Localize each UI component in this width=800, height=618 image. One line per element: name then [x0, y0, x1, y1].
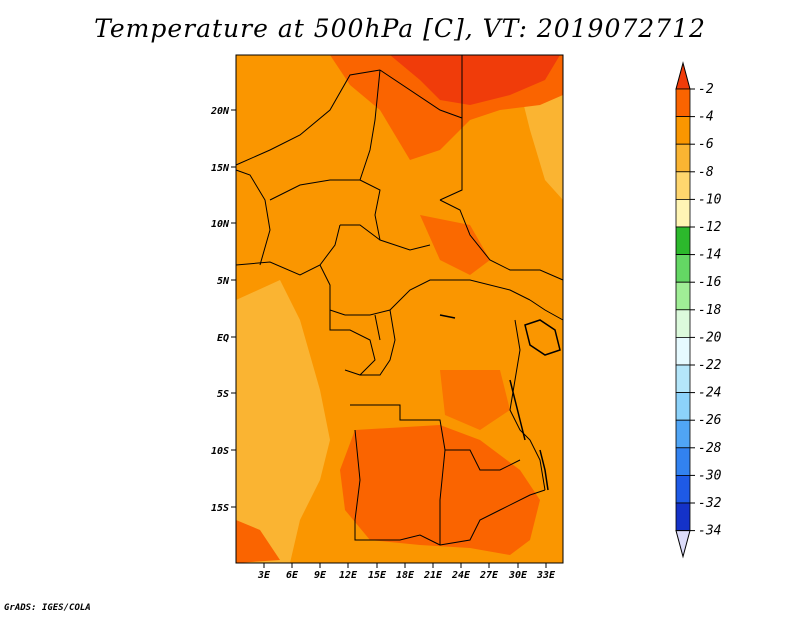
lon-tick: 24E	[451, 563, 471, 581]
lon-tick-label: 30E	[508, 570, 528, 581]
colorbar-label: -10	[698, 192, 722, 207]
contour-warm-south	[340, 425, 540, 555]
colorbar-bottom-arrow	[675, 530, 691, 559]
lat-tick: 10N	[211, 219, 236, 230]
colorbar-label: -12	[698, 220, 722, 235]
lakes	[439, 314, 561, 491]
colorbar-label: -6	[698, 137, 714, 152]
contour-light-sw	[236, 440, 270, 545]
lon-tick: 27E	[479, 563, 499, 581]
lon-tick-label: 6E	[286, 570, 299, 581]
contour-warm-lakes	[440, 370, 510, 430]
lat-tick: 20N	[210, 106, 236, 117]
map-frame	[235, 54, 564, 564]
contour-light-east	[520, 80, 563, 200]
colorbar-label: -8	[698, 165, 714, 180]
country-borders	[235, 55, 564, 546]
lat-tick: 10S	[211, 446, 236, 457]
colorbar-swatch	[675, 198, 691, 228]
lon-tick: 12E	[339, 563, 358, 581]
colorbar-swatch	[675, 474, 691, 504]
lat-tick: 15S	[211, 503, 236, 514]
colorbar-swatch	[675, 143, 691, 173]
contour-warm-sw	[236, 520, 280, 563]
colorbar-label: -28	[698, 441, 722, 456]
lat-tick-label: EQ	[217, 333, 229, 344]
lat-tick-label: 15N	[211, 163, 230, 174]
lon-tick-label: 3E	[257, 570, 271, 581]
lat-tick: 5N	[217, 276, 236, 287]
colorbar-label: -2	[698, 82, 714, 97]
colorbar-swatch	[675, 171, 691, 200]
lon-tick-label: 27E	[479, 570, 499, 581]
lon-tick: 15E	[368, 563, 387, 581]
colorbar-swatch	[675, 419, 691, 449]
lon-tick: 9E	[314, 563, 327, 581]
colorbar-label: -22	[698, 358, 722, 373]
map-title: Temperature at 500hPa [C], VT: 201907271…	[94, 14, 706, 43]
lat-axis: 20N 15N 10N 5N EQ 5S 10S 15S	[210, 106, 236, 514]
colorbar-label: -24	[698, 386, 721, 401]
lon-tick: 33E	[536, 563, 556, 581]
colorbar-label: -18	[698, 303, 722, 318]
colorbar-label: -32	[698, 496, 722, 511]
lon-tick: 18E	[396, 563, 415, 581]
map-plot	[235, 54, 564, 564]
lon-tick: 21E	[423, 563, 443, 581]
footer-credit: GrADS: IGES/COLA	[4, 603, 91, 613]
lat-tick: 5S	[217, 389, 236, 400]
lon-tick-label: 12E	[339, 570, 358, 581]
lon-tick: 30E	[508, 563, 528, 581]
colorbar-label: -20	[698, 330, 722, 345]
lat-tick-label: 5S	[217, 389, 229, 400]
lat-tick: 15N	[211, 163, 236, 174]
lon-axis: 3E 6E 9E 12E 15E 18E 21E 24E 27E 30E 33E	[257, 563, 556, 581]
lon-tick-label: 18E	[396, 570, 415, 581]
lat-tick-label: 10S	[211, 446, 229, 457]
lon-tick-label: 9E	[314, 570, 327, 581]
colorbar-label: -14	[698, 248, 721, 263]
contour-hot-north	[390, 55, 560, 105]
colorbar-swatch	[675, 364, 691, 394]
colorbar-label: -16	[698, 275, 722, 290]
colorbar: -2 -4 -6 -8 -10 -12 -14 -16 -18 -20 -22 -24 -26 -28 -3…	[675, 61, 722, 559]
colorbar-swatch	[675, 88, 691, 118]
colorbar-swatch	[675, 502, 691, 532]
lon-tick-label: 21E	[423, 570, 443, 581]
colorbar-swatch	[675, 392, 691, 421]
lat-tick: EQ	[217, 333, 236, 344]
colorbar-swatch	[675, 226, 691, 256]
lon-tick-label: 15E	[368, 570, 387, 581]
contour-warm-central	[420, 215, 490, 275]
colorbar-swatch	[675, 336, 691, 366]
colorbar-swatch	[675, 116, 691, 145]
colorbar-label: -26	[698, 413, 722, 428]
lat-tick-label: 10N	[211, 219, 230, 230]
lon-tick-label: 33E	[536, 570, 556, 581]
colorbar-swatch	[675, 254, 691, 283]
colorbar-swatch	[675, 309, 691, 338]
colorbar-label: -34	[698, 524, 721, 539]
lon-tick: 6E	[286, 563, 299, 581]
colorbar-label: -4	[698, 110, 714, 125]
colorbar-label: -30	[698, 468, 722, 483]
lat-tick-label: 5N	[217, 276, 230, 287]
lat-tick-label: 15S	[211, 503, 229, 514]
colorbar-swatch	[675, 281, 691, 311]
colorbar-swatch	[675, 447, 691, 476]
lon-tick-label: 24E	[451, 570, 471, 581]
lon-tick: 3E	[257, 563, 271, 581]
lat-tick-label: 20N	[210, 106, 230, 117]
colorbar-top-arrow	[675, 61, 691, 90]
